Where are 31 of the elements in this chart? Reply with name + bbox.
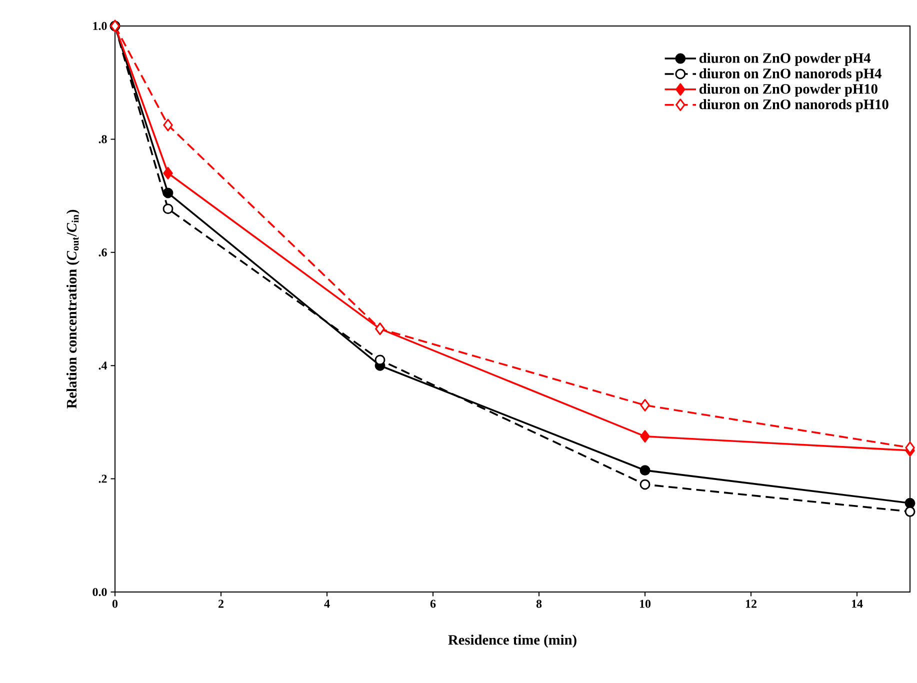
y-tick-label: .8 — [98, 135, 107, 144]
y-tick-label: .4 — [98, 362, 108, 370]
x-tick-label: 12 — [746, 600, 756, 608]
point — [162, 188, 174, 198]
legend-label: diuron on ZnO nanorods pH4 — [699, 68, 882, 82]
y-tick-label: 0.0 — [92, 588, 107, 596]
x-tick-label: 0 — [112, 600, 118, 608]
x-tick-label: 8 — [536, 600, 542, 608]
point — [904, 498, 916, 508]
x-tick-label: 4 — [324, 600, 330, 608]
y-tick-label: .2 — [98, 474, 107, 483]
point — [640, 430, 650, 443]
x-tick-label: 14 — [852, 600, 863, 608]
legend-label: diuron on ZnO powder pH4 — [699, 52, 871, 66]
x-tick-label: 2 — [218, 600, 224, 608]
legend-label: diuron on ZnO powder pH10 — [699, 84, 878, 97]
x-tick-label: 10 — [640, 600, 651, 608]
y-tick-label: .6 — [98, 248, 107, 256]
point — [162, 204, 174, 214]
point — [640, 465, 650, 476]
point — [904, 506, 916, 517]
x-tick-label: 6 — [430, 600, 436, 608]
point — [374, 354, 386, 366]
point — [163, 166, 173, 180]
x-axis-title: Residence time (min) — [448, 634, 576, 648]
legend-label: diuron on ZnO nanorods pH10 — [699, 99, 888, 112]
y-tick-label: 1.0 — [93, 22, 107, 30]
point — [163, 118, 173, 132]
point — [640, 398, 650, 412]
point — [640, 479, 650, 490]
y-axis-title: Relation concentration (C$_{out}$/C$_{in}$) — [66, 210, 80, 409]
